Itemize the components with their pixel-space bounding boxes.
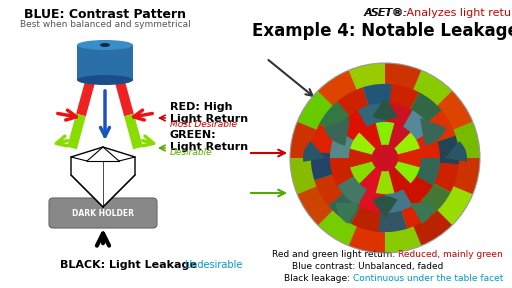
Polygon shape	[76, 81, 95, 116]
Text: Red and green light return:: Red and green light return:	[272, 250, 398, 259]
Wedge shape	[385, 158, 411, 193]
Wedge shape	[385, 130, 440, 158]
Wedge shape	[385, 110, 433, 158]
Text: Reduced, mainly green: Reduced, mainly green	[398, 250, 503, 259]
Wedge shape	[445, 141, 467, 162]
Wedge shape	[319, 101, 385, 158]
Wedge shape	[372, 196, 398, 218]
Wedge shape	[359, 158, 385, 193]
Text: DARK HOLDER: DARK HOLDER	[72, 209, 134, 217]
Wedge shape	[330, 158, 385, 185]
Text: Continuous under the table facet: Continuous under the table facet	[353, 274, 503, 283]
Text: ASET®:: ASET®:	[364, 8, 407, 18]
Wedge shape	[410, 203, 434, 224]
Wedge shape	[385, 158, 433, 206]
Wedge shape	[349, 149, 385, 167]
Wedge shape	[324, 118, 350, 145]
Polygon shape	[71, 147, 135, 207]
Wedge shape	[357, 158, 385, 213]
FancyBboxPatch shape	[49, 198, 157, 228]
Wedge shape	[372, 98, 398, 120]
Text: GREEN:
Light Return: GREEN: Light Return	[170, 130, 248, 152]
Wedge shape	[351, 158, 385, 232]
Wedge shape	[385, 92, 442, 158]
Wedge shape	[328, 158, 385, 224]
Wedge shape	[385, 110, 456, 158]
Wedge shape	[385, 63, 421, 158]
Wedge shape	[385, 84, 419, 158]
Text: Best when balanced and symmetrical: Best when balanced and symmetrical	[19, 20, 190, 29]
Wedge shape	[349, 63, 385, 158]
Wedge shape	[314, 158, 385, 206]
Wedge shape	[385, 158, 473, 225]
Wedge shape	[330, 130, 385, 158]
Wedge shape	[385, 158, 452, 246]
Wedge shape	[385, 123, 411, 158]
Wedge shape	[385, 158, 440, 185]
Wedge shape	[359, 123, 385, 158]
Polygon shape	[124, 114, 143, 149]
Bar	[77, 45, 133, 80]
Text: Analyzes light return: Analyzes light return	[403, 8, 512, 18]
Wedge shape	[337, 158, 385, 206]
Wedge shape	[349, 158, 385, 253]
Wedge shape	[337, 110, 385, 158]
Wedge shape	[303, 141, 325, 162]
Wedge shape	[318, 158, 385, 246]
Wedge shape	[385, 136, 459, 164]
Text: Undesirable: Undesirable	[184, 260, 242, 270]
Wedge shape	[376, 158, 394, 194]
Wedge shape	[385, 158, 433, 229]
Text: BLACK: Light Leakage: BLACK: Light Leakage	[60, 260, 197, 270]
Text: RED: High
Light Return: RED: High Light Return	[170, 102, 248, 124]
Circle shape	[372, 145, 398, 171]
Text: Example 4: Notable Leakage: Example 4: Notable Leakage	[251, 22, 512, 40]
Wedge shape	[385, 149, 421, 167]
Wedge shape	[385, 91, 473, 158]
Wedge shape	[420, 118, 446, 145]
Text: Black leakage:: Black leakage:	[284, 274, 353, 283]
Polygon shape	[115, 81, 134, 116]
Wedge shape	[385, 158, 480, 194]
Wedge shape	[357, 103, 385, 158]
Ellipse shape	[77, 75, 133, 85]
Wedge shape	[385, 122, 480, 158]
Text: Most Desirable: Most Desirable	[170, 120, 237, 129]
Ellipse shape	[100, 43, 110, 47]
Wedge shape	[362, 84, 392, 158]
Wedge shape	[336, 203, 360, 224]
Wedge shape	[385, 103, 413, 158]
Text: BLUE: Contrast Pattern: BLUE: Contrast Pattern	[24, 8, 186, 21]
Wedge shape	[311, 124, 385, 158]
Wedge shape	[318, 70, 385, 158]
Wedge shape	[385, 158, 421, 253]
Wedge shape	[297, 158, 385, 225]
Wedge shape	[376, 122, 394, 158]
Wedge shape	[297, 91, 385, 158]
Wedge shape	[290, 122, 385, 158]
Wedge shape	[385, 158, 451, 215]
Circle shape	[290, 63, 480, 253]
Wedge shape	[385, 70, 452, 158]
Text: ASET®:: ASET®:	[365, 8, 409, 18]
Wedge shape	[385, 158, 413, 213]
Wedge shape	[385, 158, 459, 192]
Wedge shape	[337, 87, 385, 158]
Polygon shape	[67, 114, 86, 149]
Wedge shape	[350, 132, 385, 158]
Wedge shape	[290, 158, 385, 194]
Wedge shape	[385, 158, 420, 183]
Wedge shape	[378, 158, 407, 232]
Wedge shape	[385, 132, 420, 158]
Ellipse shape	[77, 40, 133, 50]
Text: Desirable: Desirable	[170, 148, 212, 157]
Text: Blue contrast: Unbalanced, faded: Blue contrast: Unbalanced, faded	[292, 262, 443, 271]
Wedge shape	[311, 151, 385, 180]
Wedge shape	[350, 158, 385, 183]
